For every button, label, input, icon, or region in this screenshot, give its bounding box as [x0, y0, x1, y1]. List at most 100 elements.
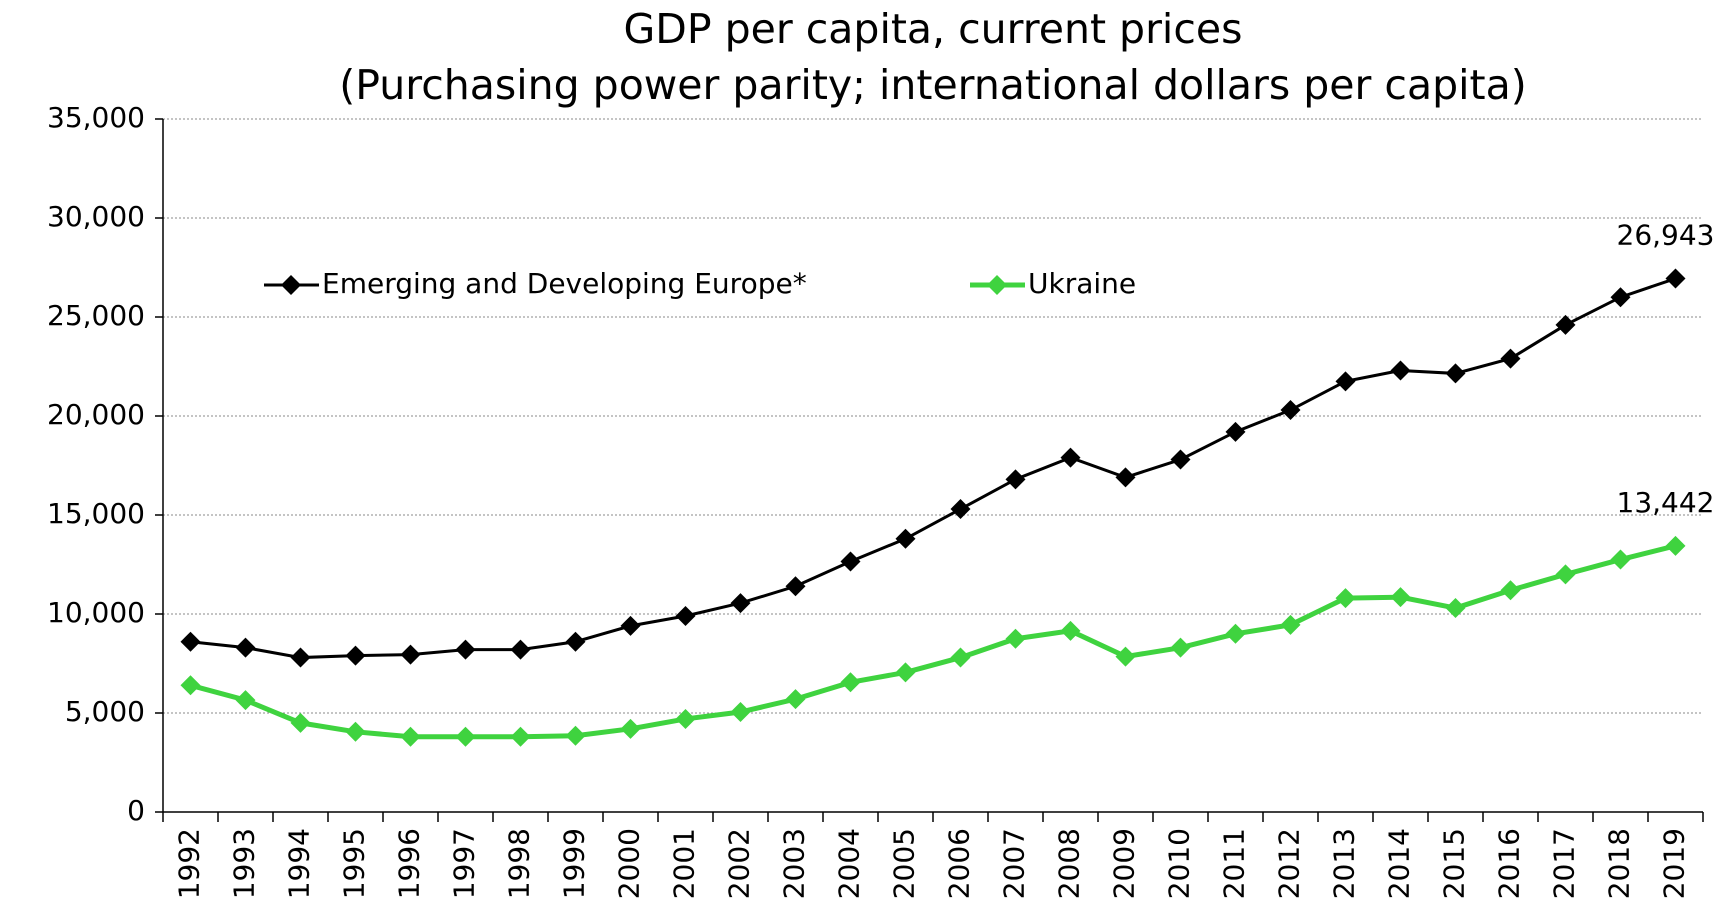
- data-point: [510, 726, 531, 747]
- data-point: [1390, 587, 1411, 608]
- data-point: [1445, 363, 1466, 384]
- x-tick-label: 2000: [613, 828, 646, 899]
- data-point: [1115, 646, 1136, 667]
- data-point: [1445, 598, 1466, 619]
- data-point: [455, 639, 476, 660]
- x-tick-label: 1994: [283, 828, 316, 899]
- data-point: [290, 647, 311, 668]
- data-point: [620, 718, 641, 739]
- legend-label: Emerging and Developing Europe*: [322, 267, 807, 300]
- data-point: [1555, 564, 1576, 585]
- chart-title: GDP per capita, current prices: [624, 5, 1243, 53]
- x-tick-label: 1999: [558, 828, 591, 899]
- data-point: [950, 647, 971, 668]
- data-point: [1170, 637, 1191, 658]
- legend-marker: [281, 275, 301, 295]
- y-tick-label: 10,000: [47, 596, 145, 629]
- series-line: [189, 543, 1677, 740]
- data-point: [1170, 449, 1191, 470]
- data-point: [180, 675, 201, 696]
- data-point: [400, 644, 421, 665]
- data-point: [1610, 287, 1631, 308]
- x-tick-label: 2002: [723, 828, 756, 899]
- data-point: [1225, 623, 1246, 644]
- x-tick-label: 2015: [1438, 828, 1471, 899]
- x-tick-label: 1993: [228, 828, 261, 899]
- x-tick-label: 2016: [1493, 828, 1526, 899]
- data-point: [565, 725, 586, 746]
- data-point: [895, 528, 916, 549]
- data-point: [1500, 348, 1521, 369]
- y-tick-label: 5,000: [65, 695, 145, 728]
- data-point: [1280, 614, 1301, 635]
- data-point: [1665, 268, 1686, 289]
- x-tick-label: 1998: [503, 828, 536, 899]
- x-tick-label: 2001: [668, 828, 701, 899]
- data-point: [1225, 421, 1246, 442]
- x-tick-label: 2004: [833, 828, 866, 899]
- data-point: [1005, 469, 1026, 490]
- data-point: [1115, 467, 1136, 488]
- data-point: [620, 615, 641, 636]
- data-point: [950, 499, 971, 520]
- data-point: [1610, 549, 1631, 570]
- x-tick-label: 2014: [1383, 828, 1416, 899]
- y-tick-label: 15,000: [47, 497, 145, 530]
- data-point: [400, 726, 421, 747]
- data-point: [895, 662, 916, 683]
- data-point: [1335, 588, 1356, 609]
- y-tick-label: 0: [127, 794, 145, 827]
- data-point: [565, 631, 586, 652]
- data-point: [455, 726, 476, 747]
- x-tick-label: 2017: [1548, 828, 1581, 899]
- data-label: 13,442: [1617, 486, 1715, 519]
- x-tick-label: 2012: [1273, 828, 1306, 899]
- data-point: [290, 712, 311, 733]
- data-point: [785, 689, 806, 710]
- x-tick-label: 2019: [1658, 828, 1691, 899]
- x-tick-label: 1992: [173, 828, 206, 899]
- data-point: [1555, 314, 1576, 335]
- series-line: [190, 277, 1676, 660]
- x-tick-label: 2009: [1108, 828, 1141, 899]
- x-tick-label: 2003: [778, 828, 811, 899]
- data-point: [675, 605, 696, 626]
- x-tick-label: 2013: [1328, 828, 1361, 899]
- data-point: [235, 690, 256, 711]
- x-tick-label: 2005: [888, 828, 921, 899]
- data-point: [345, 645, 366, 666]
- y-tick-label: 20,000: [47, 398, 145, 431]
- x-tick-label: 2008: [1053, 828, 1086, 899]
- legend-marker: [987, 275, 1007, 295]
- data-point: [1060, 620, 1081, 641]
- x-tick-label: 1995: [338, 828, 371, 899]
- x-tick-label: 2010: [1163, 828, 1196, 899]
- data-point: [510, 639, 531, 660]
- data-point: [1390, 360, 1411, 381]
- chart-subtitle: (Purchasing power parity; international …: [339, 61, 1526, 109]
- data-point: [785, 576, 806, 597]
- data-point: [235, 637, 256, 658]
- x-tick-label: 2007: [998, 828, 1031, 899]
- data-point: [730, 702, 751, 723]
- data-point: [840, 672, 861, 693]
- y-tick-label: 35,000: [47, 101, 145, 134]
- y-tick-label: 30,000: [47, 200, 145, 233]
- data-point: [1060, 447, 1081, 468]
- data-point: [1335, 371, 1356, 392]
- data-point: [730, 593, 751, 614]
- legend-label: Ukraine: [1028, 267, 1136, 300]
- x-tick-label: 1997: [448, 828, 481, 899]
- x-tick-label: 2011: [1218, 828, 1251, 899]
- data-point: [840, 551, 861, 572]
- x-tick-label: 1996: [393, 828, 426, 899]
- x-tick-label: 2018: [1603, 828, 1636, 899]
- data-point: [675, 708, 696, 729]
- data-point: [1665, 535, 1686, 556]
- data-point: [1005, 628, 1026, 649]
- data-point: [1280, 400, 1301, 421]
- y-tick-label: 25,000: [47, 299, 145, 332]
- data-point: [1500, 580, 1521, 601]
- data-point: [345, 721, 366, 742]
